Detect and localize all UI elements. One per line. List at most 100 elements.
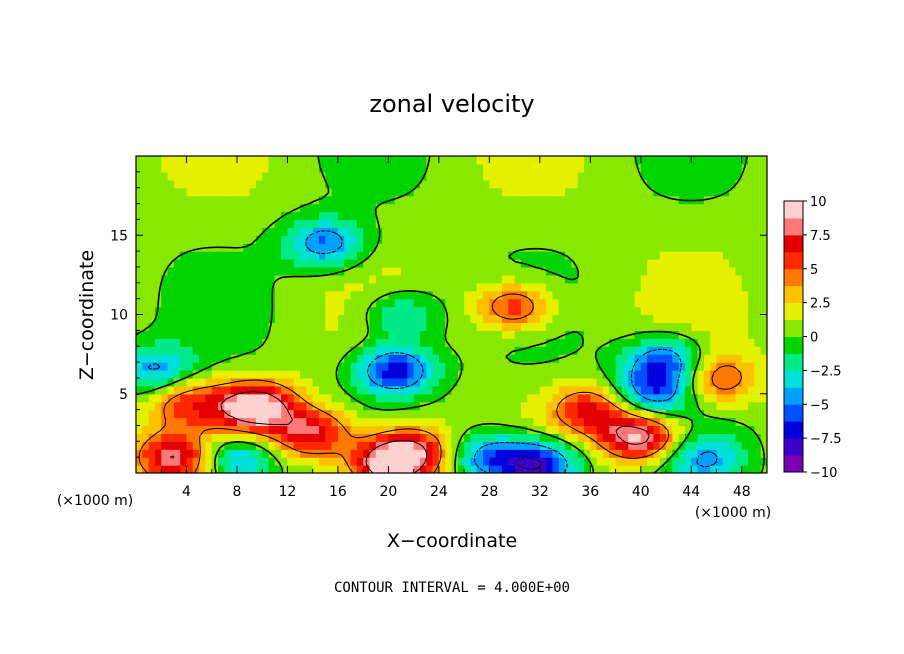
field-cell (571, 377, 579, 387)
field-cell (325, 171, 333, 181)
field-cell (483, 306, 490, 316)
field-cell (293, 163, 301, 173)
field-cell (653, 179, 661, 189)
field-cell (218, 171, 225, 181)
field-cell (350, 377, 358, 387)
field-cell (186, 393, 194, 403)
field-cell (722, 306, 730, 316)
field-cell (602, 266, 610, 276)
field-cell (312, 251, 320, 260)
field-cell (154, 393, 162, 403)
field-cell (533, 274, 541, 284)
field-cell (546, 219, 554, 228)
field-cell (678, 171, 686, 181)
field-cell (527, 338, 535, 347)
field-cell (218, 195, 225, 205)
field-cell (318, 156, 326, 165)
field-cell (205, 251, 213, 260)
field-cell (476, 243, 484, 252)
field-cell (445, 171, 453, 181)
field-cell (180, 425, 188, 434)
field-cell (173, 251, 181, 260)
field-cell (501, 377, 509, 387)
field-cell (199, 322, 207, 331)
field-cell (426, 195, 434, 205)
field-cell (577, 409, 585, 419)
field-cell (249, 266, 257, 276)
x-axis-label: X−coordinate (387, 530, 517, 552)
field-cell (539, 211, 547, 221)
field-cell (710, 457, 718, 466)
field-cell (167, 330, 175, 339)
field-cell (464, 211, 472, 221)
field-cell (602, 274, 610, 284)
field-cell (186, 338, 194, 347)
field-cell (722, 354, 730, 363)
field-cell (419, 211, 427, 221)
field-cell (748, 385, 755, 395)
field-cell (173, 449, 181, 458)
field-cell (401, 354, 408, 363)
field-cell (533, 441, 541, 450)
field-cell (527, 195, 535, 205)
field-cell (287, 457, 295, 466)
field-cell (154, 346, 162, 355)
field-cell (470, 156, 478, 165)
field-cell (268, 251, 276, 260)
field-cell (369, 369, 377, 379)
field-cell (262, 219, 270, 228)
field-cell (356, 290, 364, 300)
field-cell (647, 171, 655, 181)
field-cell (527, 362, 535, 371)
field-cell (419, 441, 427, 450)
field-cell (375, 465, 383, 473)
y-tick-label: 5 (119, 387, 128, 403)
field-cell (584, 322, 591, 331)
field-cell (590, 259, 598, 268)
field-cell (337, 243, 345, 252)
field-cell (678, 401, 686, 411)
field-cell (464, 266, 472, 276)
field-cell (325, 409, 333, 419)
field-cell (495, 417, 503, 427)
field-cell (382, 409, 389, 419)
field-cell (520, 163, 528, 173)
field-cell (716, 243, 724, 252)
field-cell (678, 465, 686, 473)
field-cell (640, 377, 648, 387)
field-cell (476, 179, 484, 189)
field-cell (483, 259, 490, 268)
field-cell (161, 179, 169, 189)
field-cell (218, 187, 225, 197)
field-cell (539, 243, 547, 252)
field-cell (293, 369, 301, 379)
field-cell (173, 171, 181, 181)
field-cell (565, 171, 572, 181)
field-cell (451, 393, 459, 403)
field-cell (584, 362, 591, 371)
field-cell (161, 346, 169, 355)
field-cell (180, 211, 188, 221)
field-cell (262, 259, 270, 268)
field-cell (205, 338, 213, 347)
field-cell (697, 290, 705, 300)
field-cell (489, 393, 497, 403)
field-cell (520, 409, 528, 419)
field-cell (760, 203, 767, 213)
field-cell (451, 354, 459, 363)
field-cell (716, 187, 724, 197)
field-cell (527, 171, 535, 181)
field-cell (647, 187, 655, 197)
field-cell (672, 330, 680, 339)
field-cell (571, 338, 579, 347)
field-cell (401, 441, 408, 450)
field-cell (388, 369, 396, 379)
field-cell (451, 401, 459, 411)
field-cell (539, 306, 547, 316)
field-cell (659, 259, 667, 268)
field-cell (382, 219, 389, 228)
field-cell (520, 298, 528, 308)
field-cell (211, 441, 219, 450)
field-cell (722, 282, 730, 292)
field-cell (186, 219, 194, 228)
